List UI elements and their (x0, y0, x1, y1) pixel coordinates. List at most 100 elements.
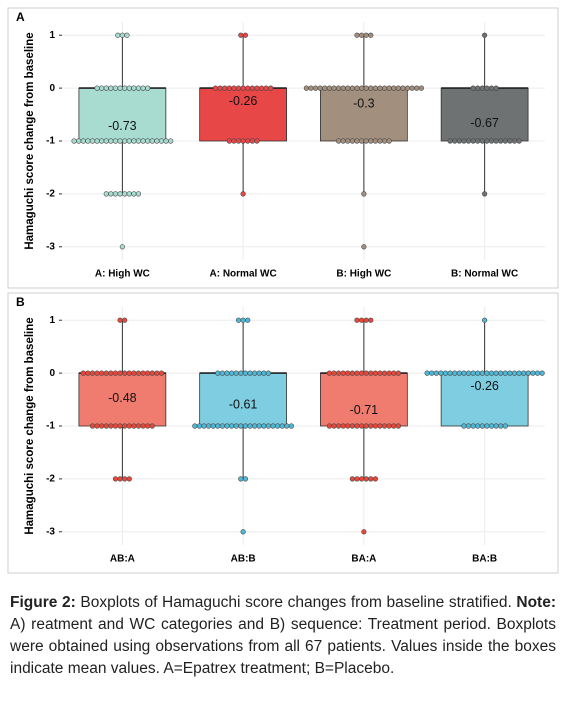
data-point (386, 85, 392, 91)
data-point (386, 423, 392, 429)
data-point (358, 476, 365, 482)
data-point (242, 476, 249, 482)
y-tick-label: 1 (49, 30, 55, 41)
data-point (516, 138, 522, 144)
data-point (108, 138, 114, 144)
x-tick-label: AB:A (110, 554, 135, 565)
data-point (363, 423, 369, 429)
data-point (122, 138, 128, 144)
data-point (395, 423, 401, 429)
y-tick-label: 0 (49, 83, 55, 94)
y-axis-label: Hamaguchi score change from baseline (24, 317, 36, 534)
data-point (479, 423, 485, 429)
data-point (475, 370, 481, 376)
data-point (117, 138, 123, 144)
data-point (145, 138, 151, 144)
box (78, 372, 167, 427)
data-point (119, 32, 125, 38)
data-point (326, 370, 332, 376)
data-point (149, 138, 155, 144)
x-tick-label: A: Normal WC (210, 269, 277, 280)
mean-label: -0.26 (470, 379, 499, 393)
data-point (238, 423, 244, 429)
data-point (340, 85, 346, 91)
data-point (256, 423, 262, 429)
data-point (345, 423, 351, 429)
data-point (488, 138, 495, 144)
data-point (122, 317, 128, 323)
data-point (135, 191, 142, 197)
data-point (493, 138, 499, 144)
data-point (154, 138, 160, 144)
mean-label: -0.71 (350, 403, 379, 417)
data-point (363, 476, 369, 482)
data-point (119, 244, 125, 250)
data-point (99, 138, 105, 144)
data-point (85, 138, 91, 144)
data-point (354, 476, 360, 482)
data-point (80, 370, 86, 376)
data-point (268, 85, 274, 91)
data-point (135, 370, 142, 376)
y-tick-label: -1 (46, 421, 55, 432)
data-point (154, 370, 160, 376)
data-point (381, 85, 388, 91)
panel-frame (7, 7, 559, 289)
mean-label: -0.73 (108, 119, 137, 133)
x-tick-label: BA:B (472, 554, 497, 565)
data-point (215, 370, 221, 376)
data-point (140, 138, 146, 144)
data-point (112, 370, 119, 376)
data-point (126, 85, 132, 91)
data-point (525, 370, 531, 376)
data-point (354, 423, 360, 429)
box (320, 372, 408, 427)
x-tick-label: B: High WC (336, 269, 391, 280)
data-point (126, 191, 132, 197)
data-point (247, 423, 253, 429)
data-point (256, 370, 262, 376)
data-point (252, 370, 258, 376)
data-point (235, 85, 242, 91)
data-point (429, 370, 435, 376)
data-point (331, 423, 337, 429)
data-point (240, 529, 246, 535)
data-point (122, 476, 128, 482)
data-point (112, 191, 119, 197)
data-point (103, 370, 109, 376)
data-point (140, 85, 146, 91)
data-point (331, 85, 337, 91)
caption: Figure 2: Boxplots of Hamaguchi score ch… (10, 592, 556, 680)
data-point (502, 370, 508, 376)
box (78, 87, 167, 142)
data-point (482, 317, 488, 323)
data-point (465, 370, 472, 376)
data-point (126, 138, 132, 144)
data-point (530, 370, 536, 376)
data-point (145, 85, 151, 91)
data-point (368, 317, 374, 323)
data-point (358, 317, 365, 323)
data-point (163, 138, 169, 144)
data-point (507, 138, 513, 144)
data-point (502, 423, 508, 429)
data-point (149, 423, 155, 429)
data-point (358, 370, 365, 376)
data-point (470, 370, 476, 376)
y-tick-label: -3 (46, 526, 55, 537)
data-point (240, 317, 246, 323)
data-point (126, 476, 132, 482)
data-point (222, 85, 228, 91)
data-point (245, 138, 251, 144)
data-point (112, 423, 119, 429)
data-point (140, 370, 146, 376)
y-tick-label: 1 (49, 315, 55, 326)
data-point (345, 85, 351, 91)
data-point (317, 85, 323, 91)
data-point (345, 138, 351, 144)
data-point (231, 85, 237, 91)
data-point (235, 138, 242, 144)
data-point (158, 370, 165, 376)
data-point (263, 85, 269, 91)
